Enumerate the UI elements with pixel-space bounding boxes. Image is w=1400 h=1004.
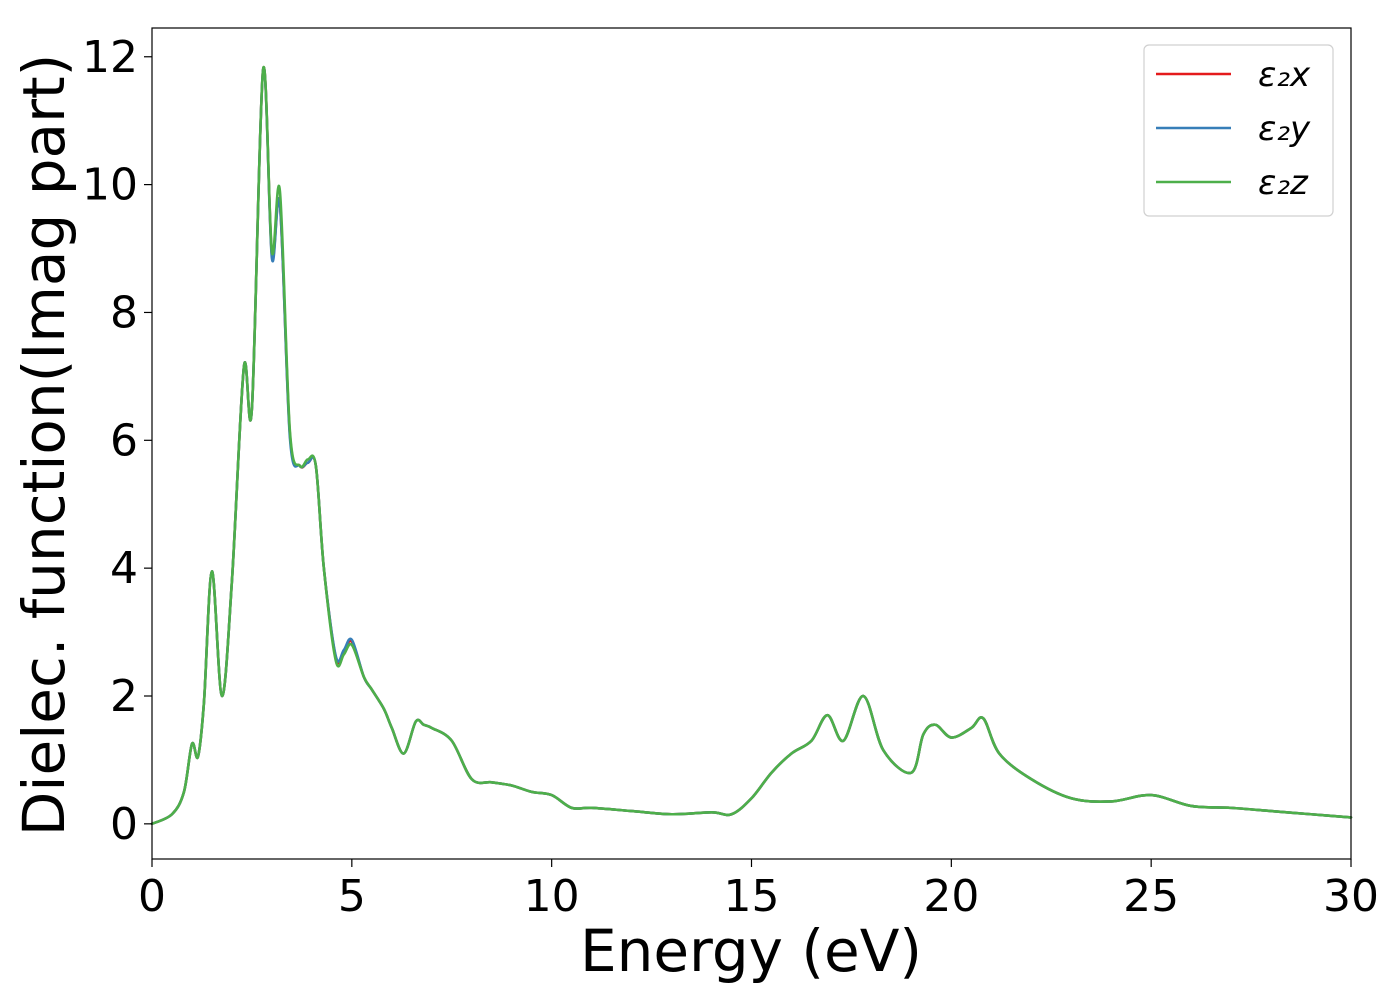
x-tick-label: 25 (1123, 871, 1179, 922)
y-tick-label: 4 (110, 543, 138, 594)
x-tick-label: 30 (1323, 871, 1379, 922)
y-tick-label: 12 (82, 32, 138, 83)
x-tick-layer: 0 5 10 15 20 25 30 (138, 859, 1379, 922)
series-line-2 (150, 65, 1353, 826)
legend: ε₂x ε₂y ε₂z (1143, 44, 1334, 217)
x-axis-label: Energy (eV) (580, 917, 922, 985)
legend-entries: ε₂x ε₂y ε₂z (1156, 55, 1311, 203)
legend-box (1143, 44, 1334, 217)
series-layer (150, 65, 1353, 826)
x-tick-label: 5 (338, 871, 366, 922)
y-tick-label: 8 (110, 287, 138, 338)
x-tick-label: 10 (524, 871, 580, 922)
x-tick-label: 0 (138, 871, 166, 922)
legend-label-1: ε₂y (1258, 109, 1311, 149)
y-tick-layer: 0 2 4 6 8 10 12 (82, 32, 152, 850)
y-tick-label: 6 (110, 415, 138, 466)
y-tick-label: 2 (110, 671, 138, 722)
legend-label-0: ε₂x (1258, 55, 1311, 95)
legend-label-2: ε₂z (1258, 163, 1309, 203)
x-tick-label: 20 (923, 871, 979, 922)
y-tick-label: 10 (82, 160, 138, 211)
x-tick-label: 15 (724, 871, 780, 922)
y-tick-label: 0 (110, 799, 138, 850)
y-axis-label: Dielec. function(Imag part) (10, 54, 78, 837)
